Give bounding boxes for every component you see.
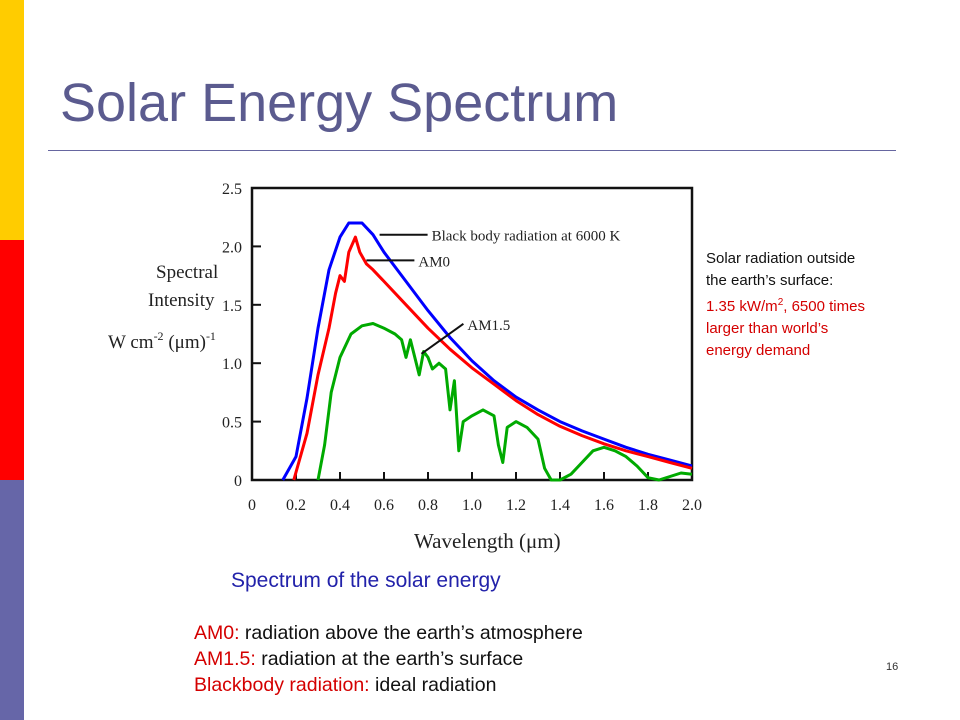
spectrum-chart-area: Spectral Intensity W cm-2 (μm)-1 Wavelen… — [108, 160, 768, 570]
legend-label: AM1.5 — [467, 318, 510, 334]
note-key: AM0: — [194, 622, 240, 644]
x-tick-label: 2.0 — [682, 497, 702, 514]
chart-caption: Spectrum of the solar energy — [231, 569, 501, 592]
x-tick-label: 1.4 — [550, 497, 570, 514]
y-tick-label: 1.0 — [222, 356, 242, 373]
legend-label: Black body radiation at 6000 K — [432, 229, 621, 245]
note-text: radiation above the earth’s atmosphere — [239, 622, 583, 644]
solar-radiation-note: Solar radiation outside the earth’s surf… — [706, 248, 942, 362]
spectrum-chart: Spectral Intensity W cm-2 (μm)-1 Wavelen… — [108, 181, 702, 553]
x-axis-label: Wavelength (μm) — [414, 529, 561, 553]
legend-leader-line — [420, 323, 464, 355]
x-tick-label: 1.6 — [594, 497, 614, 514]
x-tick-label: 0.6 — [374, 497, 394, 514]
accent-bar-red — [0, 240, 24, 480]
note-text: ideal radiation — [369, 674, 497, 696]
series-line-am1-5 — [316, 322, 693, 482]
accent-bar-yellow — [0, 0, 24, 240]
y-tick-label: 0 — [234, 473, 242, 490]
x-tick-label: 1.8 — [638, 497, 658, 514]
definition-notes: AM0: radiation above the earth’s atmosph… — [194, 620, 583, 698]
x-tick-label: 0.8 — [418, 497, 438, 514]
side-note-line1: Solar radiation outside — [706, 250, 856, 267]
series-line-blackbody — [281, 221, 693, 481]
side-note-value: 1.35 kW/m2, 6500 times — [706, 297, 865, 315]
y-tick-label: 2.5 — [222, 181, 242, 198]
series-line-am0 — [292, 235, 693, 481]
y-tick-label: 0.5 — [222, 415, 242, 432]
note-am0: AM0: radiation above the earth’s atmosph… — [194, 620, 583, 646]
note-am15: AM1.5: radiation at the earth’s surface — [194, 646, 583, 672]
legend-label: AM0 — [418, 254, 450, 270]
x-tick-label: 1.2 — [506, 497, 526, 514]
x-tick-label: 0.2 — [286, 497, 306, 514]
side-note-line2: the earth’s surface: — [706, 272, 834, 289]
accent-bar-blue — [0, 480, 24, 720]
slide-number: 16 — [886, 661, 899, 673]
title-divider — [48, 150, 896, 151]
note-text: radiation at the earth’s surface — [255, 648, 524, 670]
y-tick-label: 1.5 — [222, 298, 242, 315]
slide-title: Solar Energy Spectrum — [60, 73, 619, 133]
note-key: AM1.5: — [194, 648, 256, 670]
note-blackbody: Blackbody radiation: ideal radiation — [194, 672, 583, 698]
y-tick-label: 2.0 — [222, 239, 242, 256]
y-axis-label-line2: Intensity — [148, 290, 215, 311]
y-axis-label-line1: Spectral — [156, 262, 218, 283]
side-note-line4: larger than world’s — [706, 320, 829, 337]
note-key: Blackbody radiation: — [194, 674, 370, 696]
x-tick-label: 0 — [248, 497, 256, 514]
y-axis-unit: W cm-2 (μm)-1 — [108, 329, 216, 353]
x-tick-label: 1.0 — [462, 497, 482, 514]
chart-plot-group: 0 0.2 0.4 0.6 0.8 1.0 1.2 1.4 1.6 1.8 2.0 0 0.5 1.0 1.… — [222, 181, 702, 514]
side-note-line5: energy demand — [706, 342, 811, 359]
x-tick-label: 0.4 — [330, 497, 350, 514]
